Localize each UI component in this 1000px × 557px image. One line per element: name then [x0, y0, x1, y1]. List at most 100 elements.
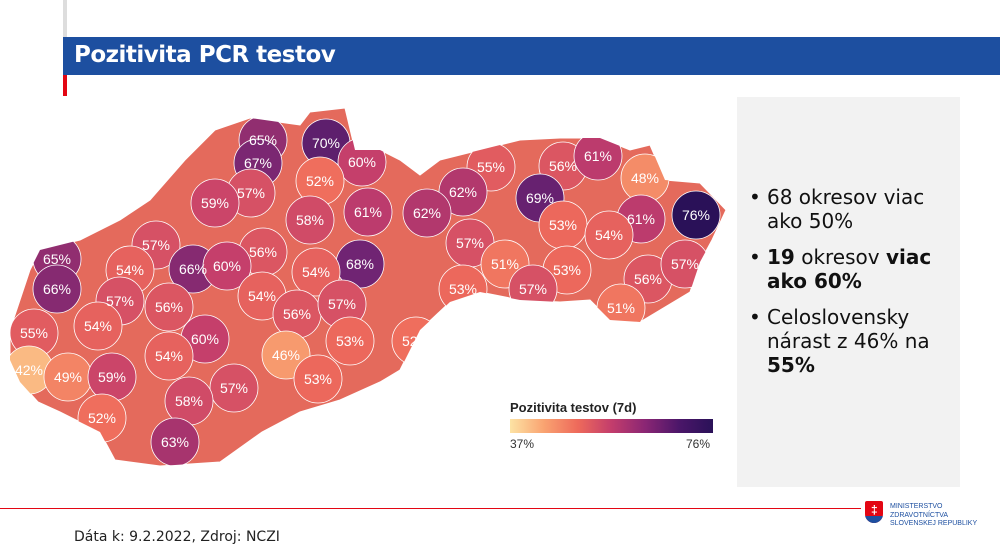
legend-max: 76%	[686, 437, 711, 451]
district-region	[190, 178, 240, 228]
district-value-label: 57%	[142, 237, 170, 253]
district-value-label: 54%	[155, 348, 183, 364]
summary-bullet: 19 okresov viac ako 60%	[747, 245, 957, 293]
district-value-label: 61%	[354, 204, 382, 220]
district-value-label: 69%	[526, 190, 554, 206]
district-value-label: 55%	[20, 325, 48, 341]
slovak-crest-icon: ‡	[865, 501, 883, 523]
summary-bullet: 68 okresov viac ako 50%	[747, 185, 957, 233]
summary-bullets: 68 okresov viac ako 50% 19 okresov viac a…	[747, 185, 957, 389]
slovakia-district-map: 65% 70% 67% 60% 55% 56% 61% 48% 52% 57% 59% 76% 69% 6…	[9, 107, 727, 467]
district-value-label: 54%	[248, 288, 276, 304]
district-value-label: 62%	[413, 205, 441, 221]
footer-divider	[0, 508, 1000, 509]
district-value-label: 56%	[155, 299, 183, 315]
district-value-label: 56%	[283, 306, 311, 322]
district-value-label: 58%	[175, 393, 203, 409]
district-value-label: 57%	[519, 281, 547, 297]
district-value-label: 52%	[88, 410, 116, 426]
decor-red-stub	[63, 75, 67, 96]
text: 68 okresov viac ako 50%	[767, 185, 925, 233]
district-value-label: 53%	[304, 371, 332, 387]
legend-gradient	[510, 419, 713, 433]
district-value-label: 56%	[249, 244, 277, 260]
district-region	[325, 316, 375, 366]
bold-text: 19	[767, 245, 795, 269]
logo-line1: MINISTERSTVO	[890, 503, 943, 510]
district-value-label: 57%	[456, 235, 484, 251]
district-region	[144, 331, 194, 381]
district-value-label: 58%	[296, 212, 324, 228]
data-source-note: Dáta k: 9.2.2022, Zdroj: NCZI	[74, 529, 280, 545]
logo-line3: SLOVENSKEJ REPUBLIKY	[890, 520, 978, 527]
district-value-label: 53%	[449, 281, 477, 297]
district-region	[144, 282, 194, 332]
district-region	[285, 195, 335, 245]
district-value-label: 60%	[348, 154, 376, 170]
district-value-label: 49%	[54, 369, 82, 385]
district-value-label: 57%	[671, 256, 699, 272]
district-value-label: 52%	[402, 333, 430, 349]
district-region	[202, 241, 252, 291]
district-value-label: 76%	[682, 207, 710, 223]
district-value-label: 57%	[237, 185, 265, 201]
page-title: Pozitivita PCR testov	[74, 42, 336, 68]
district-value-label: 56%	[634, 271, 662, 287]
bold-text: 55%	[767, 353, 815, 377]
district-value-label: 57%	[106, 293, 134, 309]
district-region	[73, 301, 123, 351]
district-value-label: 51%	[607, 300, 635, 316]
logo-line2: ZDRAVOTNÍCTVA	[890, 512, 949, 519]
district-value-label: 52%	[306, 173, 334, 189]
district-value-label: 54%	[595, 227, 623, 243]
district-value-label: 56%	[549, 158, 577, 174]
text: okresov	[794, 245, 886, 269]
district-value-label: 60%	[191, 331, 219, 347]
decor-line	[63, 0, 67, 37]
district-region	[209, 363, 259, 413]
district-value-label: 54%	[84, 318, 112, 334]
district-region	[150, 417, 200, 466]
district-value-label: 68%	[346, 256, 374, 272]
bold-text: viac ako 60%	[767, 245, 932, 293]
district-value-label: 67%	[244, 155, 272, 171]
district-value-label: 61%	[584, 148, 612, 164]
legend-min: 37%	[510, 437, 535, 451]
district-value-label: 66%	[43, 281, 71, 297]
district-value-label: 48%	[631, 170, 659, 186]
legend-title: Pozitivita testov (7d)	[510, 400, 637, 415]
district-region	[293, 354, 343, 404]
district-value-label: 54%	[302, 264, 330, 280]
district-value-label: 53%	[336, 333, 364, 349]
district-value-label: 62%	[449, 184, 477, 200]
district-region	[402, 188, 452, 238]
district-value-label: 42%	[15, 362, 43, 378]
summary-panel: 68 okresov viac ako 50% 19 okresov viac a…	[737, 97, 960, 487]
title-bar: Pozitivita PCR testov	[63, 37, 1000, 75]
district-value-label: 57%	[220, 380, 248, 396]
district-value-label: 65%	[249, 132, 277, 148]
district-value-label: 55%	[477, 159, 505, 175]
district-value-label: 70%	[312, 135, 340, 151]
district-value-label: 65%	[43, 251, 71, 267]
ministry-logo: ‡ MINISTERSTVO ZDRAVOTNÍCTVA SLOVENSKEJ …	[861, 497, 1000, 537]
district-value-label: 60%	[213, 258, 241, 274]
district-value-label: 54%	[116, 262, 144, 278]
district-value-label: 61%	[627, 211, 655, 227]
district-region	[671, 190, 721, 240]
district-value-label: 57%	[328, 296, 356, 312]
district-value-label: 51%	[491, 256, 519, 272]
district-value-label: 63%	[161, 434, 189, 450]
district-value-label: 46%	[272, 347, 300, 363]
district-region	[32, 264, 82, 314]
district-value-label: 59%	[201, 195, 229, 211]
district-value-label: 59%	[98, 369, 126, 385]
district-region	[584, 210, 634, 260]
summary-bullet: Celoslovensky nárast z 46% na 55%	[747, 305, 957, 377]
text: Celoslovensky nárast z 46% na	[767, 305, 930, 353]
district-value-label: 66%	[179, 261, 207, 277]
district-region	[343, 187, 393, 237]
district-value-label: 53%	[553, 262, 581, 278]
district-region	[291, 247, 341, 297]
district-value-label: 53%	[549, 217, 577, 233]
